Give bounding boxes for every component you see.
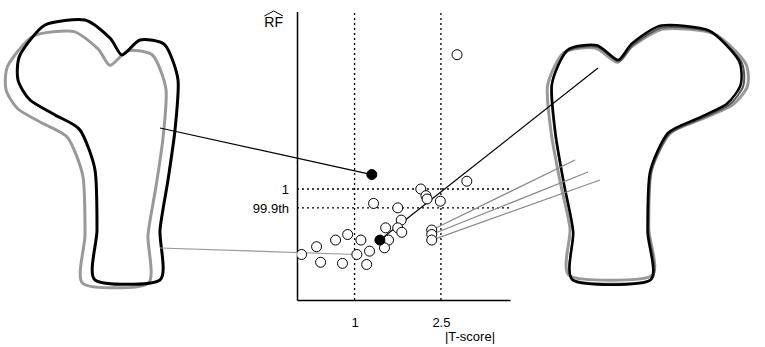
point: [375, 235, 385, 245]
femur-outline-black: [17, 20, 178, 285]
point: [427, 235, 437, 245]
point: [352, 249, 362, 259]
hat-accent: [264, 11, 283, 16]
point: [367, 170, 377, 180]
point: [422, 194, 432, 204]
tick-label: 2.5: [432, 315, 450, 330]
point: [331, 235, 341, 245]
point: [365, 246, 375, 256]
connector: [160, 248, 357, 254]
point: [393, 203, 403, 213]
x-axis-title: |T-score|: [445, 329, 495, 344]
point: [369, 198, 379, 208]
tick-label: 1: [351, 315, 358, 330]
tick: 2.5: [432, 300, 450, 330]
x-axis: 12.5: [298, 300, 511, 330]
connector: [160, 128, 372, 175]
tick-label: 1: [282, 182, 289, 197]
femur-outline-darkgray: [551, 27, 744, 284]
point: [343, 230, 353, 240]
points: [297, 50, 472, 270]
chart: 12.599.9th1|T-score|RF: [0, 0, 765, 347]
point: [362, 259, 372, 269]
point: [462, 176, 472, 186]
point: [316, 257, 326, 267]
axis-line: [298, 300, 511, 302]
connector: [380, 68, 598, 240]
tick: 1: [282, 182, 297, 197]
point: [381, 223, 391, 233]
point: [297, 249, 307, 259]
point: [397, 227, 407, 237]
tick: 99.9th: [253, 201, 297, 216]
connector: [432, 180, 600, 240]
y-axis-title: RF: [264, 14, 283, 30]
point: [452, 50, 462, 60]
femur-outline-gray: [5, 31, 166, 288]
point: [312, 242, 322, 252]
connector: [432, 160, 575, 230]
connector: [432, 172, 588, 235]
femur-outline-black: [552, 25, 742, 285]
grid: [297, 11, 510, 300]
point: [356, 235, 366, 245]
grid-line: [440, 11, 441, 300]
grid-line: [297, 188, 510, 189]
tick: 1: [351, 300, 358, 330]
tick-label: 99.9th: [253, 201, 289, 216]
point: [435, 196, 445, 206]
point: [337, 258, 347, 268]
